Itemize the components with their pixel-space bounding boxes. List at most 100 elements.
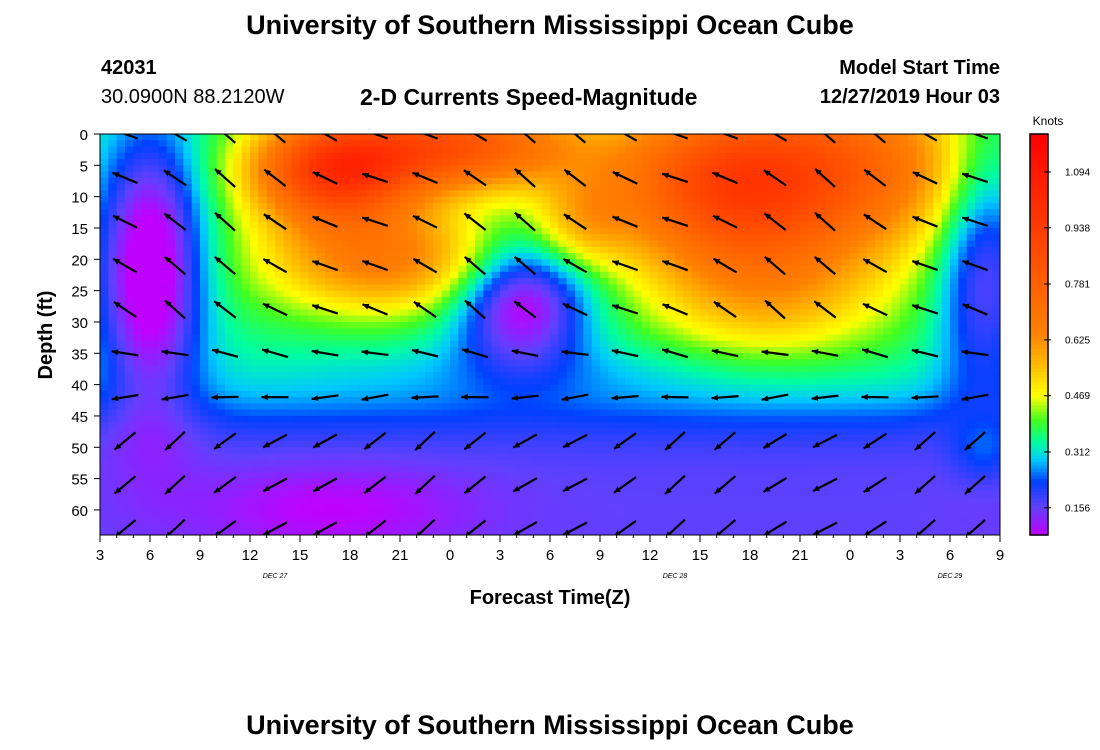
heatmap-cell xyxy=(483,528,493,535)
heatmap-cell xyxy=(200,171,209,179)
heatmap-cell xyxy=(391,497,401,505)
heatmap-cell xyxy=(241,159,251,166)
heatmap-cell xyxy=(183,259,193,267)
heatmap-cell xyxy=(633,146,643,154)
heatmap-cell xyxy=(141,365,151,373)
heatmap-cell xyxy=(225,491,234,499)
heatmap-cell xyxy=(141,447,151,455)
heatmap-cell xyxy=(558,284,568,292)
heatmap-cell xyxy=(375,321,384,329)
heatmap-cell xyxy=(566,503,576,511)
heatmap-cell xyxy=(216,340,226,348)
heatmap-cell xyxy=(175,372,184,379)
heatmap-cell xyxy=(666,321,676,329)
heatmap-cell xyxy=(191,503,201,511)
heatmap-cell xyxy=(625,196,634,204)
heatmap-cell xyxy=(550,491,559,499)
heatmap-cell xyxy=(233,347,243,354)
heatmap-cell xyxy=(266,165,276,173)
heatmap-cell xyxy=(633,159,643,166)
heatmap-cell xyxy=(691,221,701,229)
heatmap-cell xyxy=(275,509,284,517)
heatmap-cell xyxy=(116,365,126,373)
heatmap-cell xyxy=(525,415,534,423)
heatmap-cell xyxy=(533,422,543,430)
heatmap-cell xyxy=(233,227,243,235)
heatmap-cell xyxy=(383,278,393,285)
heatmap-cell xyxy=(741,202,751,210)
heatmap-cell xyxy=(375,296,384,304)
heatmap-cell xyxy=(208,472,218,480)
heatmap-cell xyxy=(191,441,201,448)
heatmap-cell xyxy=(508,447,518,455)
heatmap-cell xyxy=(183,428,193,436)
heatmap-cell xyxy=(225,516,234,524)
heatmap-cell xyxy=(133,265,143,273)
heatmap-cell xyxy=(650,278,659,285)
heatmap-cell xyxy=(125,202,134,210)
heatmap-cell xyxy=(225,209,234,217)
heatmap-cell xyxy=(641,177,651,185)
heatmap-cell xyxy=(133,353,143,361)
heatmap-cell xyxy=(183,384,193,392)
heatmap-cell xyxy=(233,509,243,517)
heatmap-cell xyxy=(191,491,201,499)
heatmap-cell xyxy=(216,353,226,361)
heatmap-cell xyxy=(350,415,359,423)
heatmap-cell xyxy=(350,134,359,141)
heatmap-cell xyxy=(325,347,334,354)
heatmap-cell xyxy=(683,296,693,304)
heatmap-cell xyxy=(541,284,551,292)
heatmap-cell xyxy=(316,296,326,304)
heatmap-cell xyxy=(475,140,484,148)
heatmap-cell xyxy=(583,309,593,317)
heatmap-cell xyxy=(250,422,259,430)
heatmap-cell xyxy=(358,328,368,336)
heatmap-cell xyxy=(308,290,318,298)
heatmap-cell xyxy=(116,196,126,204)
heatmap-cell xyxy=(491,278,501,285)
heatmap-cell xyxy=(591,397,601,405)
heatmap-cell xyxy=(483,309,493,317)
heatmap-cell xyxy=(325,466,334,473)
heatmap-cell xyxy=(525,140,534,148)
heatmap-cell xyxy=(308,422,318,430)
heatmap-cell xyxy=(241,165,251,173)
heatmap-cell xyxy=(200,522,209,530)
heatmap-cell xyxy=(158,328,168,336)
heatmap-cell xyxy=(341,278,351,285)
heatmap-cell xyxy=(458,140,468,148)
heatmap-cell xyxy=(141,353,151,361)
heatmap-cell xyxy=(175,359,184,367)
heatmap-cell xyxy=(591,152,601,160)
heatmap-cell xyxy=(208,528,218,535)
heatmap-cell xyxy=(441,296,451,304)
heatmap-cell xyxy=(716,334,726,342)
heatmap-cell xyxy=(100,434,109,442)
heatmap-cell xyxy=(508,284,518,292)
heatmap-cell xyxy=(675,221,684,229)
heatmap-cell xyxy=(133,303,143,311)
heatmap-cell xyxy=(325,390,334,398)
heatmap-cell xyxy=(675,196,684,204)
heatmap-cell xyxy=(308,353,318,361)
heatmap-cell xyxy=(558,340,568,348)
heatmap-cell xyxy=(725,296,734,304)
heatmap-cell xyxy=(216,196,226,204)
heatmap-cell xyxy=(241,202,251,210)
heatmap-cell xyxy=(508,209,518,217)
heatmap-cell xyxy=(733,478,743,486)
heatmap-cell xyxy=(725,234,734,242)
heatmap-cell xyxy=(725,397,734,405)
heatmap-cell xyxy=(400,240,409,248)
heatmap-cell xyxy=(516,278,526,285)
heatmap-cell xyxy=(125,347,134,354)
heatmap-cell xyxy=(200,390,209,398)
heatmap-cell xyxy=(658,516,668,524)
heatmap-cell xyxy=(650,497,659,505)
heatmap-cell xyxy=(266,246,276,254)
heatmap-cell xyxy=(333,171,343,179)
heatmap-cell xyxy=(691,165,701,173)
heatmap-cell xyxy=(108,259,118,267)
heatmap-cell xyxy=(483,434,493,442)
